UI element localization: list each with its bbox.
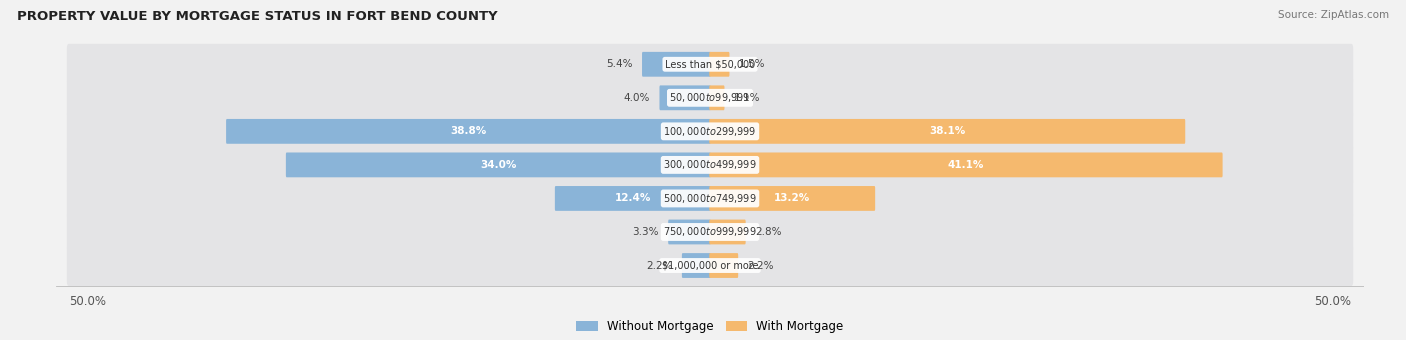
- Text: 34.0%: 34.0%: [479, 160, 516, 170]
- Text: $500,000 to $749,999: $500,000 to $749,999: [664, 192, 756, 205]
- Text: 2.8%: 2.8%: [755, 227, 782, 237]
- FancyBboxPatch shape: [643, 52, 711, 77]
- FancyBboxPatch shape: [67, 178, 1353, 219]
- Text: 3.3%: 3.3%: [633, 227, 659, 237]
- Text: 1.1%: 1.1%: [734, 93, 761, 103]
- FancyBboxPatch shape: [709, 85, 724, 110]
- FancyBboxPatch shape: [285, 152, 711, 177]
- Legend: Without Mortgage, With Mortgage: Without Mortgage, With Mortgage: [572, 315, 848, 338]
- FancyBboxPatch shape: [67, 78, 1353, 118]
- FancyBboxPatch shape: [709, 253, 738, 278]
- Text: 5.4%: 5.4%: [606, 59, 633, 69]
- Text: $300,000 to $499,999: $300,000 to $499,999: [664, 158, 756, 171]
- Text: 13.2%: 13.2%: [775, 193, 810, 203]
- FancyBboxPatch shape: [709, 220, 745, 244]
- FancyBboxPatch shape: [709, 152, 1223, 177]
- Text: $750,000 to $999,999: $750,000 to $999,999: [664, 225, 756, 238]
- Text: $50,000 to $99,999: $50,000 to $99,999: [669, 91, 751, 104]
- FancyBboxPatch shape: [709, 52, 730, 77]
- Text: Less than $50,000: Less than $50,000: [665, 59, 755, 69]
- FancyBboxPatch shape: [668, 220, 711, 244]
- Text: 2.2%: 2.2%: [647, 260, 672, 271]
- Text: 41.1%: 41.1%: [948, 160, 984, 170]
- FancyBboxPatch shape: [555, 186, 711, 211]
- FancyBboxPatch shape: [67, 44, 1353, 85]
- Text: 1.5%: 1.5%: [738, 59, 765, 69]
- FancyBboxPatch shape: [682, 253, 711, 278]
- Text: 38.8%: 38.8%: [450, 126, 486, 136]
- Text: 38.1%: 38.1%: [929, 126, 966, 136]
- Text: $100,000 to $299,999: $100,000 to $299,999: [664, 125, 756, 138]
- FancyBboxPatch shape: [67, 144, 1353, 185]
- Text: 12.4%: 12.4%: [614, 193, 651, 203]
- FancyBboxPatch shape: [709, 119, 1185, 144]
- FancyBboxPatch shape: [67, 245, 1353, 286]
- FancyBboxPatch shape: [709, 186, 875, 211]
- Text: 4.0%: 4.0%: [624, 93, 650, 103]
- Text: $1,000,000 or more: $1,000,000 or more: [662, 260, 758, 271]
- FancyBboxPatch shape: [67, 111, 1353, 152]
- Text: PROPERTY VALUE BY MORTGAGE STATUS IN FORT BEND COUNTY: PROPERTY VALUE BY MORTGAGE STATUS IN FOR…: [17, 10, 498, 23]
- FancyBboxPatch shape: [226, 119, 711, 144]
- FancyBboxPatch shape: [67, 211, 1353, 252]
- Text: 2.2%: 2.2%: [748, 260, 773, 271]
- Text: Source: ZipAtlas.com: Source: ZipAtlas.com: [1278, 10, 1389, 20]
- FancyBboxPatch shape: [659, 85, 711, 110]
